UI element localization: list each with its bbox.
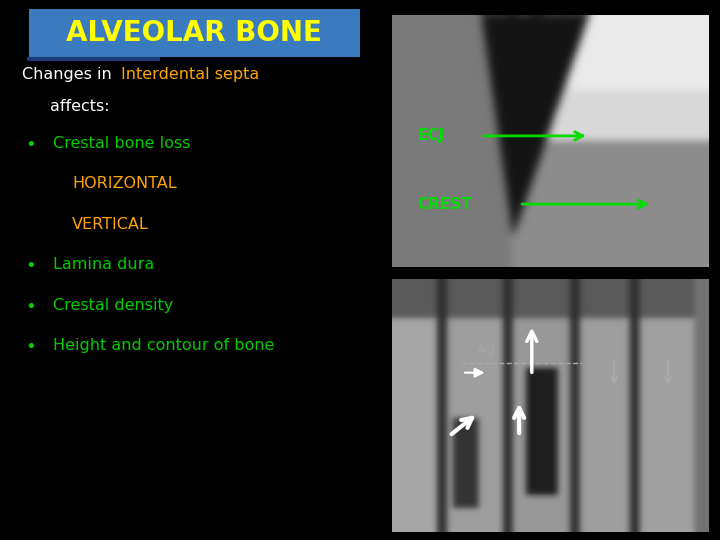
Text: Interdental septa: Interdental septa: [121, 68, 259, 83]
Text: ECJ: ECJ: [418, 129, 445, 144]
FancyBboxPatch shape: [29, 9, 360, 57]
Text: Height and contour of bone: Height and contour of bone: [53, 338, 274, 353]
Text: CREST: CREST: [418, 197, 472, 212]
Text: VERTICAL: VERTICAL: [72, 217, 149, 232]
Text: Crestal bone loss: Crestal bone loss: [53, 136, 190, 151]
Text: •: •: [25, 257, 36, 275]
Text: ALVEOLAR BONE: ALVEOLAR BONE: [66, 19, 323, 47]
Text: Lamina dura: Lamina dura: [53, 257, 154, 272]
Text: Changes in: Changes in: [22, 68, 117, 83]
Text: ACJ: ACJ: [478, 345, 495, 355]
Text: •: •: [25, 338, 36, 356]
Text: HORIZONTAL: HORIZONTAL: [72, 176, 176, 191]
Text: •: •: [25, 298, 36, 315]
Text: affects:: affects:: [50, 99, 110, 114]
Text: •: •: [25, 136, 36, 153]
Text: Crestal density: Crestal density: [53, 298, 173, 313]
